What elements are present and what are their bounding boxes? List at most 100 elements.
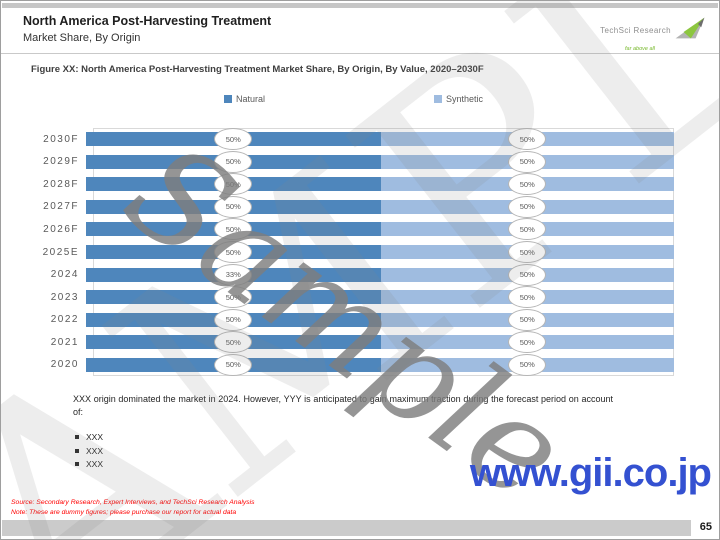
bar-segment-natural: 50% [86,331,381,354]
bar-segment-natural: 50% [86,218,381,241]
value-label-synthetic: 50% [508,218,547,241]
bar-track: 50% 50% [86,128,674,151]
gii-url-watermark: www.gii.co.jp [469,451,712,495]
year-label: 2023 [50,291,79,303]
bar-track: 50% 50% [86,241,674,264]
bar-segment-natural: 50% [86,286,381,309]
year-label: 2025E [42,246,79,258]
value-label-synthetic: 50% [508,308,547,331]
bullet-item: XXX [75,432,103,442]
year-label: 2028F [43,178,79,190]
value-label-synthetic: 50% [508,331,547,354]
value-label-natural: 50% [214,195,253,218]
value-label-natural: 50% [214,150,253,173]
bar-segment-synthetic: 50% [380,195,674,218]
bar-track: 50% 50% [86,218,674,241]
value-label-synthetic: 50% [508,195,547,218]
logo-tagline: far above all [625,46,655,52]
bar-track: 50% 50% [86,173,674,196]
year-label: 2021 [50,336,79,348]
value-label-synthetic: 50% [508,150,547,173]
chart-row: 2026F 50% 50% [1,218,674,241]
bar-segment-natural: 50% [86,353,381,376]
bar-segment-synthetic: 50% [380,331,674,354]
page-title: North America Post-Harvesting Treatment [23,14,272,28]
chart-row: 2024 33% 50% [1,263,674,286]
chart-row: 2028F 50% 50% [1,173,674,196]
bar-segment-synthetic: 50% [380,128,674,151]
value-label-natural: 50% [214,286,253,309]
chart-row: 2027F 50% 50% [1,195,674,219]
page-number: 65 [699,521,712,533]
bar-track: 50% 50% [86,286,674,309]
value-label-synthetic: 50% [508,241,547,263]
bar-track: 50% 50% [86,195,674,219]
bar-segment-synthetic: 50% [380,263,674,286]
arrow-mountain-icon [673,16,707,45]
dummy-data-note: Note: These are dummy figures; please pu… [11,508,237,516]
figure-title: Figure XX: North America Post-Harvesting… [31,64,484,75]
body-paragraph: XXX origin dominated the market in 2024.… [73,394,613,418]
year-label: 2030F [43,133,79,145]
page-subtitle: Market Share, By Origin [23,32,141,44]
value-label-natural: 50% [214,331,253,354]
footnotes: Source: Secondary Research, Expert Inter… [11,498,255,517]
year-label: 2020 [50,359,79,371]
chart-row: 2021 50% 50% [1,331,674,354]
year-label: 2027F [43,201,79,213]
header-divider [1,53,719,54]
bar-track: 50% 50% [86,353,674,376]
legend-swatch-synthetic-icon [434,95,442,103]
bullet-item: XXX [75,459,103,469]
bar-segment-synthetic: 50% [380,286,674,309]
value-label-natural: 50% [214,241,253,263]
value-label-synthetic: 50% [508,263,547,286]
legend-swatch-natural-icon [224,95,232,103]
bar-chart: 2030F 50% 50% 2029F 50% 50% 2028F [1,128,674,376]
chart-row: 2029F 50% 50% [1,150,674,174]
top-strip [2,3,718,8]
bullet-text: XXX [86,459,104,469]
value-label-natural: 50% [214,128,253,151]
year-label: 2022 [50,314,79,326]
bar-track: 33% 50% [86,263,674,286]
bar-segment-natural: 50% [86,173,381,196]
legend-item-natural: Natural [224,94,265,104]
legend-item-synthetic: Synthetic [434,94,483,104]
bar-segment-natural: 50% [86,241,381,263]
bar-segment-synthetic: 50% [380,241,674,263]
source-note: Source: Secondary Research, Expert Inter… [11,499,255,506]
chart-row: 2022 50% 50% [1,308,674,331]
value-label-natural: 33% [214,263,253,286]
bar-segment-synthetic: 50% [380,308,674,331]
value-label-natural: 50% [214,173,253,196]
bar-track: 50% 50% [86,150,674,174]
chart-row: 2020 50% 50% [1,353,674,376]
footer-bar [2,520,691,536]
bullet-text: XXX [86,445,104,456]
logo-text: TechSci Research [600,26,671,35]
techsci-logo: TechSci Research far above all [587,16,707,52]
year-label: 2024 [50,269,79,281]
bullet-text: XXX [86,432,104,442]
bar-segment-synthetic: 50% [380,218,674,241]
bar-segment-natural: 50% [86,128,381,151]
bullet-square-icon [75,435,79,439]
value-label-natural: 50% [214,308,253,331]
value-label-synthetic: 50% [508,173,547,196]
bullet-square-icon [75,448,79,453]
bar-segment-synthetic: 50% [380,150,674,173]
chart-row: 2023 50% 50% [1,286,674,309]
value-label-synthetic: 50% [508,128,547,151]
bar-track: 50% 50% [86,331,674,354]
bar-segment-synthetic: 50% [380,353,674,376]
legend-label-synthetic: Synthetic [446,94,484,104]
chart-row: 2025E 50% 50% [1,241,674,264]
value-label-synthetic: 50% [508,353,547,376]
legend-label-natural: Natural [236,94,266,104]
bar-track: 50% 50% [86,308,674,331]
value-label-synthetic: 50% [508,286,547,309]
bullet-square-icon [75,462,79,466]
year-label: 2026F [43,223,79,235]
